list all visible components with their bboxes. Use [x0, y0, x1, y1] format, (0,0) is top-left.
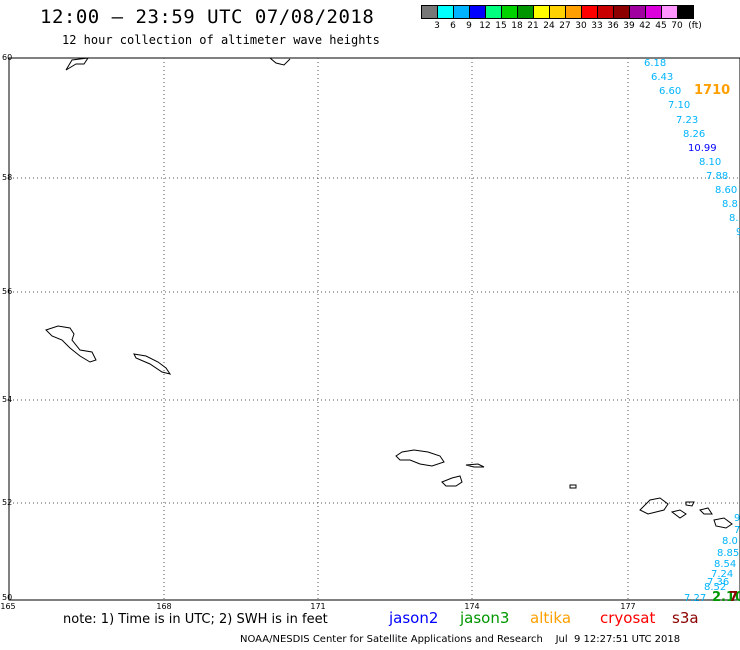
- wave-height-label: 10.99: [688, 143, 717, 154]
- legend-item-s3a: s3a: [672, 609, 699, 627]
- wave-height-label: 8.54: [714, 559, 736, 570]
- scale-swatch: [677, 5, 694, 19]
- wave-height-label: 7.10: [668, 100, 690, 111]
- legend-item-altika: altika: [530, 609, 572, 627]
- island-east-1: [639, 497, 669, 515]
- island-east-5: [713, 517, 733, 529]
- scale-label: 12: [479, 21, 491, 31]
- wave-height-label: 7: [729, 590, 738, 605]
- wave-height-label: 8.0: [722, 536, 738, 547]
- wave-height-label: 7.23: [676, 115, 698, 126]
- scale-label: 42: [639, 21, 651, 31]
- longitude-label: 174: [464, 602, 479, 611]
- latitude-label: 60: [2, 53, 12, 62]
- wave-height-label: 7.27: [684, 593, 706, 604]
- scale-label: 3: [434, 21, 440, 31]
- coast-alaska-mainland: [65, 57, 90, 71]
- latitude-label: 54: [2, 395, 12, 404]
- wave-height-label: 2.10: [712, 590, 740, 605]
- island-central-south: [441, 475, 463, 487]
- island-small-west: [133, 353, 172, 375]
- wave-height-label: 1710: [694, 83, 730, 98]
- wave-height-label: 9: [736, 227, 740, 238]
- coastlines: [45, 57, 733, 529]
- scale-label: 36: [607, 21, 619, 31]
- wave-height-label: 8.8: [722, 199, 738, 210]
- wave-height-label: 7.36: [707, 577, 729, 588]
- longitude-label: 177: [620, 602, 635, 611]
- footer-credit: NOAA/NESDIS Center for Satellite Applica…: [240, 634, 681, 645]
- scale-label: 30: [575, 21, 587, 31]
- latitude-label: 56: [2, 287, 12, 296]
- scale-label: 21: [527, 21, 539, 31]
- scale-label: 9: [466, 21, 472, 31]
- scale-label: 24: [543, 21, 555, 31]
- wave-height-label: 8.60: [715, 185, 737, 196]
- island-east-2: [670, 509, 687, 519]
- wave-height-label: 7.24: [711, 569, 733, 580]
- longitude-label: 165: [0, 602, 15, 611]
- footer-note: note: 1) Time is in UTC; 2) SWH is in fe…: [63, 612, 328, 627]
- wave-height-label: 7.: [734, 525, 740, 536]
- wave-height-label: 8.52: [704, 582, 726, 593]
- legend-item-cryosat: cryosat: [600, 609, 656, 627]
- wave-height-label: 6.18: [644, 58, 666, 69]
- scale-label: 6: [450, 21, 456, 31]
- island-st-lawrence: [45, 325, 97, 363]
- island-central-east: [465, 463, 485, 468]
- latitude-label: 58: [2, 173, 12, 182]
- scale-unit: (ft): [688, 21, 702, 31]
- scale-label: 15: [495, 21, 507, 31]
- scale-label: 18: [511, 21, 523, 31]
- wave-height-label: 7.88: [706, 171, 728, 182]
- legend-item-jason3: jason3: [460, 609, 510, 627]
- wave-height-label: 8.85: [717, 548, 739, 559]
- wave-height-label: 6.43: [651, 72, 673, 83]
- legend-item-jason2: jason2: [389, 609, 439, 627]
- longitude-label: 171: [310, 602, 325, 611]
- island-group-central: [395, 449, 445, 467]
- island-speck: [569, 484, 577, 489]
- wave-height-label: 8.26: [683, 129, 705, 140]
- longitude-label: 168: [156, 602, 171, 611]
- latitude-label: 50: [2, 593, 12, 602]
- coast-nunivak: [269, 57, 291, 66]
- island-east-4: [699, 507, 713, 515]
- scale-label: 33: [591, 21, 603, 31]
- scale-label: 45: [655, 21, 667, 31]
- map-subtitle: 12 hour collection of altimeter wave hei…: [62, 33, 380, 47]
- latitude-label: 52: [2, 498, 12, 507]
- scale-label: 39: [623, 21, 635, 31]
- scale-label: 70: [671, 21, 683, 31]
- wave-height-label: 9: [734, 513, 740, 524]
- wave-height-label: 6.60: [659, 86, 681, 97]
- wave-height-color-scale: 3 6 9 12 15 18 21 24 27 30 33 36 39 42 45 70 (ft): [421, 5, 740, 31]
- wave-height-label: 8.: [729, 213, 739, 224]
- map-title: 12:00 – 23:59 UTC 07/08/2018: [40, 6, 375, 28]
- map-frame: [8, 57, 740, 601]
- island-east-3: [685, 501, 695, 507]
- wave-height-label: 8.10: [699, 157, 721, 168]
- scale-label: 27: [559, 21, 571, 31]
- graticule: [9, 58, 740, 600]
